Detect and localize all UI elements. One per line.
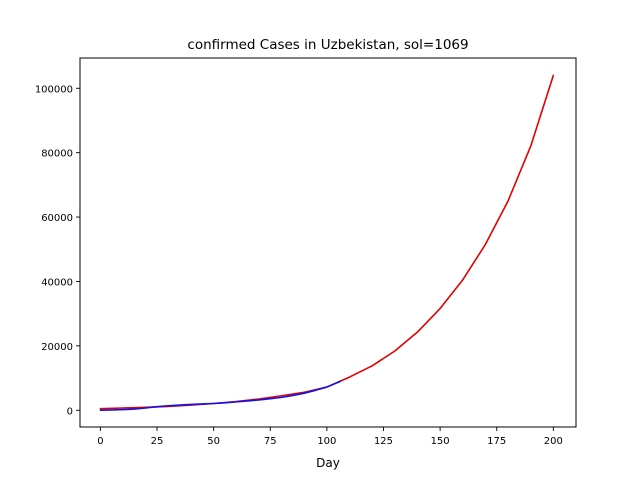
x-axis-label: Day (316, 456, 340, 470)
y-axis-ticks: 0 20000 40000 60000 80000 100000 (35, 84, 80, 417)
x-axis-ticks: 0 25 50 75 100 125 150 175 200 (97, 427, 563, 447)
x-tick-label: 100 (317, 436, 336, 447)
x-tick-label: 175 (487, 436, 506, 447)
x-tick-label: 50 (207, 436, 220, 447)
y-tick-label: 80000 (41, 149, 73, 160)
x-tick-label: 75 (264, 436, 277, 447)
x-tick-label: 0 (97, 436, 103, 447)
y-tick-label: 100000 (35, 84, 73, 95)
y-tick-label: 0 (67, 406, 73, 417)
series-2-line (99, 380, 342, 412)
series-layer (99, 74, 555, 412)
y-tick-label: 40000 (41, 277, 73, 288)
chart-title: confirmed Cases in Uzbekistan, sol=1069 (187, 37, 468, 53)
x-tick-label: 200 (544, 436, 563, 447)
y-tick-label: 60000 (41, 213, 73, 224)
x-tick-label: 125 (374, 436, 393, 447)
y-tick-label: 20000 (41, 342, 73, 353)
plot-frame (79, 57, 577, 428)
x-tick-label: 150 (431, 436, 450, 447)
x-tick-label: 25 (151, 436, 164, 447)
